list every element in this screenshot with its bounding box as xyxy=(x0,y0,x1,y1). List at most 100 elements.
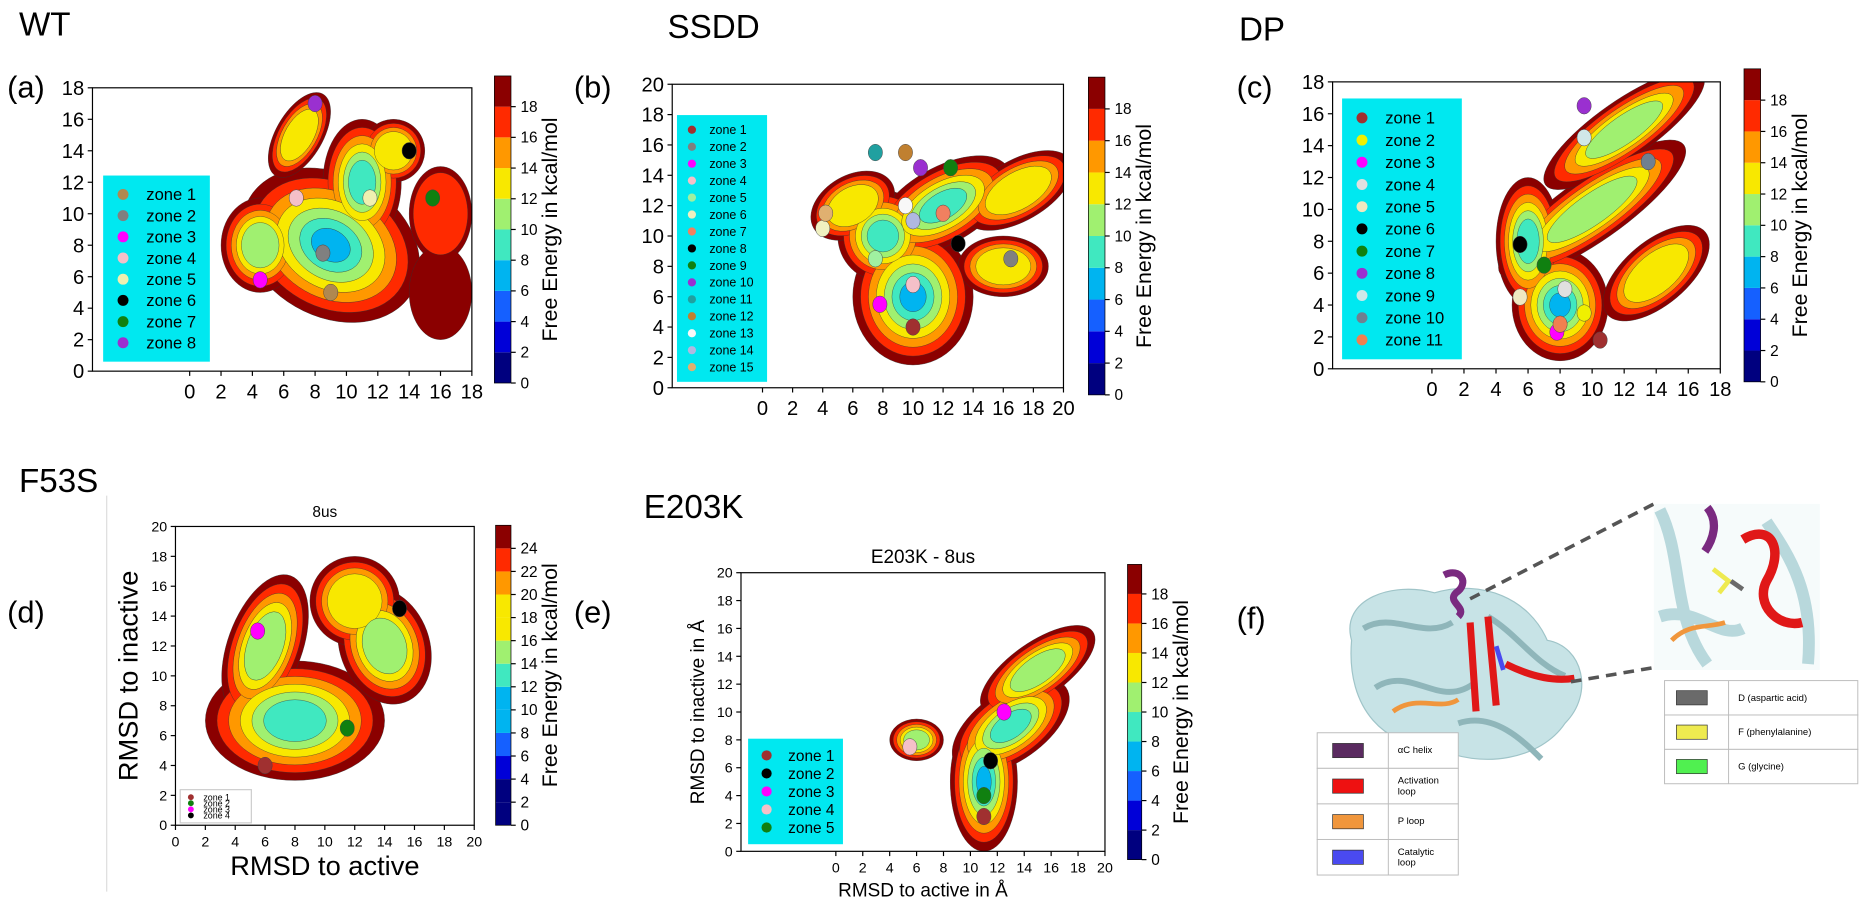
x-tick-label: 14 xyxy=(1645,379,1667,401)
legend-marker xyxy=(687,363,697,372)
x-tick-label: 12 xyxy=(989,861,1005,877)
x-tick-label: 10 xyxy=(1581,379,1603,401)
legend-marker xyxy=(687,312,697,321)
colorbar-tick-label: 4 xyxy=(1114,324,1123,341)
panel-heading: F53S xyxy=(19,463,98,500)
legend-marker xyxy=(687,346,697,355)
legend-marker xyxy=(187,812,194,819)
y-tick-label: 6 xyxy=(653,287,664,309)
colorbar-tick-label: 18 xyxy=(1151,586,1168,603)
y-tick-label: 8 xyxy=(725,733,733,749)
colorbar-band xyxy=(494,290,511,322)
colorbar-tick-label: 16 xyxy=(1114,133,1131,150)
colorbar-tick-label: 2 xyxy=(1151,822,1160,839)
zone-marker xyxy=(983,752,998,770)
legend-marker xyxy=(1356,112,1368,124)
colorbar-band xyxy=(1743,256,1761,288)
plot-title: 8us xyxy=(312,504,337,521)
x-tick-label: 4 xyxy=(1490,379,1501,401)
legend-label: zone 10 xyxy=(709,276,753,290)
colorbar-label: Free Energy in kcal/mol xyxy=(1169,600,1193,824)
legend-marker xyxy=(1356,267,1368,279)
x-tick-label: 6 xyxy=(278,381,289,403)
colorbar-tick-label: 4 xyxy=(1770,312,1779,329)
y-tick-label: 2 xyxy=(1313,327,1324,349)
colorbar-band xyxy=(1743,350,1761,382)
colorbar-band xyxy=(1127,712,1142,742)
colorbar-band xyxy=(1743,68,1761,101)
legend-marker xyxy=(761,822,772,833)
colorbar-band xyxy=(495,802,511,826)
colorbar-label: Free Energy in kcal/mol xyxy=(538,117,562,341)
colorbar-tick-label: 14 xyxy=(1151,645,1169,662)
colorbar-band xyxy=(1088,299,1105,332)
legend-label: zone 8 xyxy=(709,242,746,256)
y-tick-label: 12 xyxy=(717,677,733,693)
zone-marker xyxy=(1552,315,1568,333)
zone-marker xyxy=(943,159,958,177)
y-tick-label: 8 xyxy=(1313,231,1324,253)
zone-marker xyxy=(1003,250,1019,268)
colorbar-tick-label: 2 xyxy=(520,345,529,362)
zone-marker xyxy=(976,787,992,805)
x-tick-label: 2 xyxy=(859,861,867,877)
y-tick-label: 6 xyxy=(725,761,733,777)
colorbar-band xyxy=(1127,682,1142,713)
energy-landscape xyxy=(810,144,1064,366)
x-tick-label: 18 xyxy=(1070,861,1086,877)
x-tick-label: 6 xyxy=(913,861,921,877)
colorbar-tick-label: 18 xyxy=(520,610,537,627)
colorbar-band xyxy=(1088,77,1105,109)
colorbar-tick-label: 10 xyxy=(520,702,537,719)
legend-label: zone 5 xyxy=(1385,197,1435,216)
legend-label: zone 10 xyxy=(1385,309,1444,328)
legend-marker xyxy=(761,786,772,797)
zone-marker xyxy=(288,189,304,207)
x-tick-label: 12 xyxy=(347,835,363,851)
legend-swatch xyxy=(1332,743,1364,759)
y-tick-label: 16 xyxy=(642,135,664,157)
legend-label: zone 2 xyxy=(146,206,196,225)
colorbar-frame xyxy=(1088,76,1106,396)
x-tick-label: 8 xyxy=(1554,379,1565,401)
legend-label-box: αC helix xyxy=(1398,745,1432,756)
colorbar-band xyxy=(1088,140,1105,173)
legend-label: zone 11 xyxy=(709,293,752,307)
y-tick-label: 0 xyxy=(1313,359,1324,381)
zone-marker xyxy=(1512,288,1528,306)
colorbar-tick-label: 4 xyxy=(1151,793,1160,810)
colorbar-band xyxy=(495,617,511,641)
panel-letter: (c) xyxy=(1237,69,1273,104)
x-tick-label: 20 xyxy=(466,835,482,851)
zone-marker xyxy=(872,295,888,313)
zone-marker xyxy=(935,204,951,222)
legend-label: zone 3 xyxy=(146,228,196,247)
colorbar-band xyxy=(1127,741,1142,772)
colorbar-tick-label: 12 xyxy=(520,191,537,208)
energy-landscape xyxy=(889,625,1096,852)
legend-label: zone 1 xyxy=(146,185,196,204)
legend-marker xyxy=(687,278,697,287)
colorbar-tick-label: 6 xyxy=(1770,280,1779,297)
x-axis-label: RMSD to active xyxy=(230,850,419,881)
colorbar-band xyxy=(1127,623,1142,653)
energy-contour xyxy=(1585,100,1663,159)
colorbar-band xyxy=(1127,564,1142,594)
legend-marker xyxy=(687,210,697,219)
y-tick-label: 16 xyxy=(1302,104,1324,126)
protein-structure xyxy=(1349,502,1820,761)
x-tick-label: 16 xyxy=(1043,861,1059,877)
legend-label: G (glycine) xyxy=(1738,761,1784,772)
x-tick-label: 10 xyxy=(317,835,333,851)
legend-label: zone 8 xyxy=(146,334,196,353)
legend-label-box: Catalytic loop xyxy=(1398,846,1434,868)
colorbar-band xyxy=(494,260,511,291)
energy-contour xyxy=(985,165,1052,216)
colorbar-tick-label: 20 xyxy=(520,587,537,604)
colorbar-tick-label: 8 xyxy=(520,253,529,270)
legend-marker xyxy=(1356,134,1368,146)
y-axis-label: RMSD to inactive in Å xyxy=(688,619,709,804)
colorbar-band xyxy=(1127,830,1142,860)
legend-marker xyxy=(117,188,129,200)
colorbar-tick-label: 18 xyxy=(1114,101,1131,118)
